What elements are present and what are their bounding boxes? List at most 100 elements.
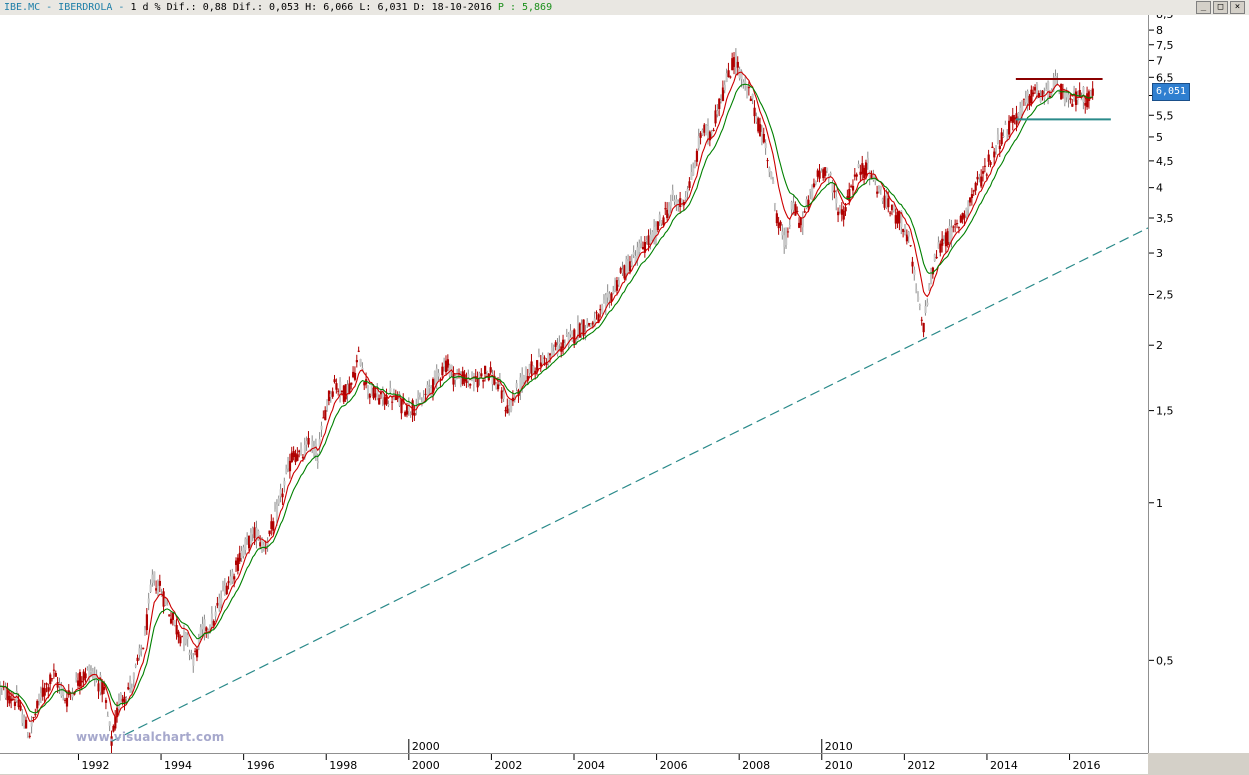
candle-body	[519, 377, 522, 393]
candle-body	[151, 574, 154, 583]
candle-body	[326, 400, 329, 406]
candle-body	[1006, 133, 1009, 135]
x-tick-label: 1998	[329, 759, 357, 772]
candle-body	[1024, 97, 1027, 103]
candle-body	[857, 163, 860, 168]
candle-body	[636, 247, 639, 261]
candle-body	[1041, 90, 1044, 97]
candle-body	[874, 177, 877, 182]
candle-body	[877, 189, 881, 191]
x-axis[interactable]: 1992 1994 1996 1998 2000 2002 2004 2006 2008 2010…	[0, 753, 1148, 774]
candle-body	[281, 493, 284, 498]
candle-body	[614, 282, 617, 289]
candle-body	[725, 73, 728, 82]
candle-body	[615, 280, 619, 291]
candle-body	[43, 688, 46, 696]
candle-body	[783, 235, 786, 248]
candle-body	[786, 231, 790, 233]
candle-body	[1026, 91, 1029, 104]
candle-body	[710, 132, 713, 134]
candle-body	[708, 131, 712, 141]
candle-body	[563, 342, 567, 348]
candle-body	[162, 591, 165, 607]
candle-body	[495, 383, 498, 388]
candle-body	[521, 374, 524, 387]
candle-body	[145, 614, 149, 631]
candle-body	[586, 321, 589, 325]
candle-body	[166, 604, 169, 606]
candle-body	[459, 378, 463, 385]
candle-body	[60, 686, 63, 697]
candle-body	[872, 173, 875, 180]
candle-body	[383, 397, 386, 405]
maximize-button[interactable]: □	[1213, 1, 1228, 14]
candle-body	[978, 176, 981, 178]
candle-body	[985, 174, 988, 176]
candle-body	[510, 402, 513, 411]
x-tick-label: 2016	[1073, 759, 1101, 772]
candle-body	[1074, 91, 1078, 106]
moving-average-slow	[0, 83, 1093, 714]
candle-body	[537, 353, 541, 358]
y-tick-label: 7,5	[1156, 39, 1174, 52]
x-tick-label: 2008	[742, 759, 770, 772]
candle-body	[261, 539, 264, 548]
candle-body	[920, 319, 923, 321]
candle-body	[214, 611, 217, 617]
candle-body	[729, 76, 732, 78]
candle-body	[294, 453, 297, 463]
candle-body	[12, 698, 15, 700]
candle-body	[974, 182, 977, 191]
candle-body	[337, 390, 340, 392]
candle-body	[937, 242, 940, 249]
candle-body	[909, 245, 912, 247]
candle-body	[316, 461, 319, 464]
candle-body	[313, 446, 316, 454]
candle-body	[112, 725, 115, 732]
candle-body	[292, 451, 295, 458]
candle-body	[456, 373, 459, 376]
candle-body	[928, 285, 931, 290]
candle-body	[251, 528, 254, 535]
candle-body	[253, 527, 256, 539]
candle-body	[13, 701, 17, 707]
candle-body	[123, 696, 126, 704]
candle-body	[916, 296, 920, 301]
candle-body	[1028, 95, 1031, 106]
candle-body	[51, 678, 54, 680]
candles	[0, 48, 1094, 753]
candle-body	[805, 199, 808, 209]
candle-body	[552, 351, 555, 356]
candle-body	[645, 239, 648, 241]
plot-area[interactable]: 2000 2010	[0, 15, 1148, 753]
candle-body	[983, 165, 987, 167]
candle-body	[1087, 91, 1091, 101]
candle-body	[431, 379, 435, 393]
minimize-button[interactable]: _	[1196, 1, 1211, 14]
y-axis[interactable]: 87,576,565,554,543,532,521,510,58,5	[1148, 15, 1249, 753]
candle-body	[723, 84, 726, 91]
candle-body	[863, 167, 866, 179]
candle-body	[121, 698, 124, 702]
high-value: 6,066	[323, 2, 354, 13]
candle-body	[314, 443, 318, 458]
candle-body	[610, 293, 613, 302]
y-tick-label-top: 8,5	[1156, 15, 1174, 21]
candle-body	[26, 737, 30, 739]
candle-body	[235, 560, 238, 565]
candle-body	[673, 199, 676, 202]
candle-body	[129, 680, 132, 688]
candle-body	[283, 481, 286, 486]
candle-body	[173, 620, 176, 626]
candle-body	[155, 588, 158, 591]
candle-body	[424, 393, 427, 395]
low-value: 6,031	[377, 2, 408, 13]
candle-body	[147, 598, 150, 604]
interval-label: 1 d	[130, 2, 149, 13]
candle-body	[311, 441, 314, 451]
candle-body	[1000, 132, 1003, 145]
candle-body	[651, 232, 654, 240]
close-button[interactable]: ×	[1230, 1, 1245, 14]
candle-body	[954, 223, 957, 225]
candle-body	[963, 214, 966, 218]
